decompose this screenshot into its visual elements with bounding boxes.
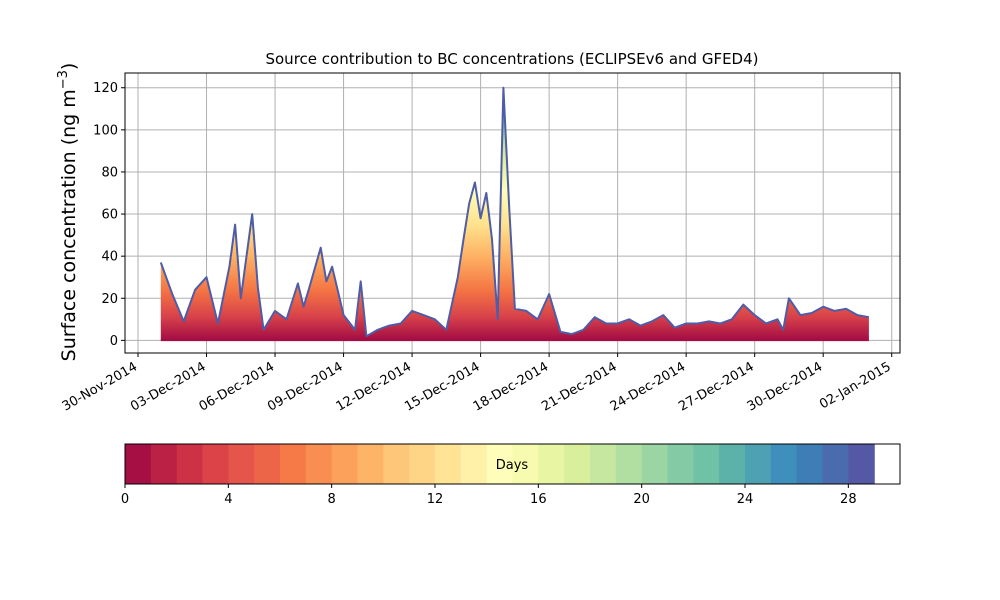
colorbar-segment — [564, 444, 591, 484]
colorbar-tick-label: 24 — [737, 492, 754, 507]
x-tick-label: 09-Dec-2014 — [265, 359, 345, 414]
x-tick-label: 21-Dec-2014 — [539, 359, 619, 414]
colorbar-tick-label: 28 — [840, 492, 857, 507]
colorbar-segment — [228, 444, 255, 484]
x-axis: 30-Nov-201403-Dec-201406-Dec-201409-Dec-… — [60, 353, 894, 415]
colorbar-segment — [150, 444, 178, 484]
x-tick-label: 24-Dec-2014 — [608, 359, 688, 414]
y-tick-label: 20 — [101, 292, 118, 307]
y-tick-label: 60 — [101, 208, 118, 223]
colorbar — [124, 443, 901, 485]
colorbar-segment — [409, 444, 436, 484]
x-tick-label: 06-Dec-2014 — [197, 359, 277, 414]
colorbar-frame — [124, 443, 901, 485]
x-tick-label: 18-Dec-2014 — [471, 359, 551, 414]
y-tick-label: 0 — [110, 334, 118, 349]
total-concentration-line — [159, 86, 870, 338]
colorbar-axis: 0 4 8 12 16 20 24 28 — [121, 484, 857, 507]
y-tick-label: 40 — [101, 250, 118, 265]
y-axis-label: Surface concentration (ng m−3) — [56, 63, 80, 362]
x-tick-label: 12-Dec-2014 — [334, 359, 414, 414]
colorbar-segment — [822, 444, 849, 484]
chart-title: Source contribution to BC concentrations… — [265, 50, 758, 68]
colorbar-segment — [383, 444, 410, 484]
colorbar-segment — [745, 444, 772, 484]
colorbar-tick-label: 20 — [633, 492, 650, 507]
colorbar-segment — [486, 444, 514, 484]
axes-frame — [124, 72, 901, 354]
y-tick-label: 80 — [101, 165, 118, 180]
colorbar-segment — [848, 444, 875, 484]
source-contribution-area — [160, 87, 869, 341]
colorbar-segment — [719, 444, 746, 484]
colorbar-segment — [615, 444, 643, 484]
colorbar-segment — [125, 444, 152, 484]
colorbar-tick-label: 16 — [530, 492, 547, 507]
colorbar-segment — [280, 444, 307, 484]
x-tick-label: 27-Dec-2014 — [676, 359, 756, 414]
colorbar-segment — [693, 444, 720, 484]
colorbar-segment — [770, 444, 798, 484]
x-tick-label: 03-Dec-2014 — [128, 359, 208, 414]
y-axis-label-close: ) — [58, 63, 80, 70]
y-axis-label-main: Surface concentration (ng m — [58, 89, 80, 361]
x-tick-label: 02-Jan-2015 — [817, 359, 894, 412]
colorbar-segment — [305, 444, 333, 484]
colorbar-segment — [641, 444, 669, 484]
x-tick-label: 30-Nov-2014 — [60, 359, 140, 414]
y-axis: 0 20 40 60 80 100 120 — [93, 81, 125, 349]
plot-area — [159, 86, 870, 342]
x-tick-label: 15-Dec-2014 — [402, 359, 482, 414]
colorbar-segment — [176, 444, 204, 484]
y-axis-label-exponent: −3 — [56, 70, 71, 89]
colorbar-tick-label: 12 — [427, 492, 444, 507]
y-tick-label: 120 — [93, 81, 118, 96]
colorbar-tick-label: 8 — [328, 492, 336, 507]
colorbar-tick-label: 0 — [121, 492, 129, 507]
colorbar-segment — [254, 444, 281, 484]
y-tick-label: 100 — [93, 123, 118, 138]
colorbar-segment — [590, 444, 617, 484]
colorbar-segment — [796, 444, 824, 484]
svg-text:Surface concentration (ng m−3): Surface concentration (ng m−3) — [56, 63, 80, 362]
x-tick-label: 30-Dec-2014 — [745, 359, 825, 414]
colorbar-tick-label: 4 — [224, 492, 232, 507]
colorbar-segment — [331, 444, 359, 484]
colorbar-segment — [538, 444, 565, 484]
colorbar-segment — [667, 444, 694, 484]
colorbar-segment — [202, 444, 229, 484]
colorbar-segment — [512, 444, 539, 484]
colorbar-segment — [357, 444, 384, 484]
colorbar-segment — [435, 444, 462, 484]
colorbar-segment — [460, 444, 488, 484]
colorbar-label: Days — [496, 458, 529, 473]
